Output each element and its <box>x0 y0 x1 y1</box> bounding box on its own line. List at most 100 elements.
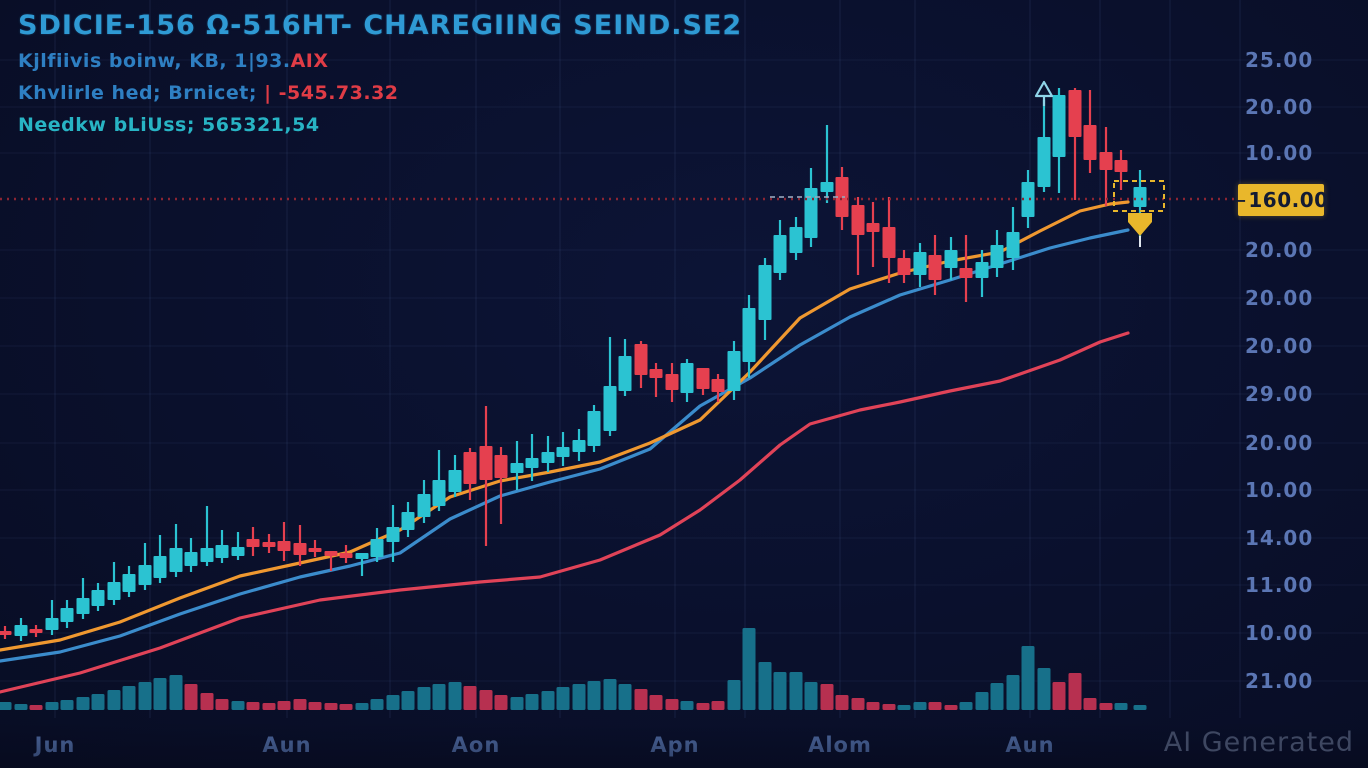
volume-bar <box>820 684 834 710</box>
volume-bar <box>246 702 260 710</box>
candles <box>0 88 1147 641</box>
candle-body <box>928 255 942 280</box>
volume-bar <box>696 703 710 710</box>
volume-bar <box>184 684 198 710</box>
volume-bar <box>29 705 43 710</box>
volume-bar <box>572 684 586 710</box>
volume-bar <box>339 704 353 710</box>
ma-slow-line <box>0 331 1130 694</box>
candle-body <box>60 608 74 622</box>
volume-bar <box>1021 646 1035 710</box>
subtitle-2-value: | -545.73.32 <box>257 82 399 104</box>
volume-bar <box>603 679 617 710</box>
volume-bar <box>680 701 694 710</box>
volume-bar <box>711 701 725 710</box>
candle-body <box>339 553 353 558</box>
candle-body <box>1052 95 1066 157</box>
candle-body <box>1133 187 1147 207</box>
candle-body <box>897 258 911 275</box>
volume-bar <box>587 681 601 710</box>
volume-bar <box>122 686 136 710</box>
volume-bar <box>277 701 291 710</box>
candle-body <box>742 308 756 362</box>
candle-body <box>510 463 524 473</box>
volume-bar <box>835 695 849 710</box>
x-axis-label: Jun <box>33 733 76 757</box>
candle-body <box>246 539 260 547</box>
volume-bar <box>432 684 446 710</box>
current-price-tag: 160.00 <box>1238 184 1328 216</box>
x-axis-labels: Jun Aun Aon Apn Alom Aun <box>33 733 1054 757</box>
volume-bar <box>293 699 307 710</box>
candle-body <box>556 447 570 457</box>
candle-body <box>587 411 601 446</box>
volume-bar <box>773 672 787 710</box>
candle-body <box>572 440 586 452</box>
volume-bar <box>262 703 276 710</box>
candle-body <box>1114 160 1128 172</box>
candle-body <box>107 582 121 600</box>
volume-bar <box>618 684 632 710</box>
grid-lines <box>0 0 1368 718</box>
volume-bar <box>401 691 415 710</box>
volume-bar <box>1068 673 1082 710</box>
candle-body <box>758 265 772 320</box>
volume-bar <box>882 704 896 710</box>
y-axis-label: 20.00 <box>1245 286 1313 310</box>
ai-generated-watermark: AI Generated <box>1163 727 1354 758</box>
volume-bar <box>634 689 648 710</box>
candle-body <box>494 455 508 478</box>
y-axis-label: 10.00 <box>1245 621 1313 645</box>
volume-bar <box>804 682 818 710</box>
volume-bar <box>169 675 183 710</box>
y-axis-label: 21.00 <box>1245 669 1313 693</box>
y-axis-label: 10.00 <box>1245 141 1313 165</box>
candle-body <box>603 386 617 431</box>
volume-bar <box>665 699 679 710</box>
candle-body <box>91 590 105 606</box>
candle-body <box>525 458 539 468</box>
volume-bar <box>541 691 555 710</box>
candle-body <box>773 235 787 273</box>
candle-body <box>463 452 477 484</box>
candle-body <box>1099 152 1113 170</box>
candle-body <box>680 363 694 393</box>
chart-header: SDICIE-156 Ω-516HT- CHAREGIING SEIND.SE2… <box>18 12 742 135</box>
y-axis-label: 14.00 <box>1245 526 1313 550</box>
candle-body <box>386 527 400 542</box>
candle-body <box>29 629 43 633</box>
candle-body <box>184 552 198 566</box>
x-axis-label: Alom <box>808 733 872 757</box>
volume-bars <box>0 628 1147 710</box>
subtitle-2-label: Khvlirle hed; Brnicet; <box>18 82 257 104</box>
y-axis-label: 25.00 <box>1245 48 1313 72</box>
candle-body <box>76 598 90 614</box>
candle-body <box>1037 137 1051 187</box>
volume-bar <box>913 702 927 710</box>
volume-bar <box>1052 682 1066 710</box>
down-arrow-icon <box>1128 213 1152 247</box>
volume-bar <box>200 693 214 710</box>
candle-body <box>913 252 927 275</box>
volume-bar <box>91 694 105 710</box>
y-axis-label: 20.00 <box>1245 334 1313 358</box>
candle-body <box>448 470 462 492</box>
candle-body <box>696 368 710 389</box>
y-axis-labels: 25.00 20.00 10.00 20.00 20.00 20.00 29.00 20.00… <box>1245 48 1313 693</box>
candle-body <box>944 250 958 268</box>
volume-bar <box>14 704 28 710</box>
volume-bar <box>153 678 167 710</box>
x-axis-label: Aun <box>262 733 311 757</box>
volume-bar <box>215 699 229 710</box>
chart-subtitle-2: Khvlirle hed; Brnicet; | -545.73.32 <box>18 84 742 103</box>
candle-body <box>975 262 989 278</box>
x-axis-label: Apn <box>650 733 699 757</box>
candle-body <box>308 548 322 552</box>
candle-body <box>370 539 384 557</box>
volume-bar <box>742 628 756 710</box>
candle-body <box>215 545 229 558</box>
volume-bar <box>1099 703 1113 710</box>
candle-body <box>711 379 725 392</box>
subtitle-1-label: Kjlfiivis boinw, KB, 1|93. <box>18 50 291 72</box>
